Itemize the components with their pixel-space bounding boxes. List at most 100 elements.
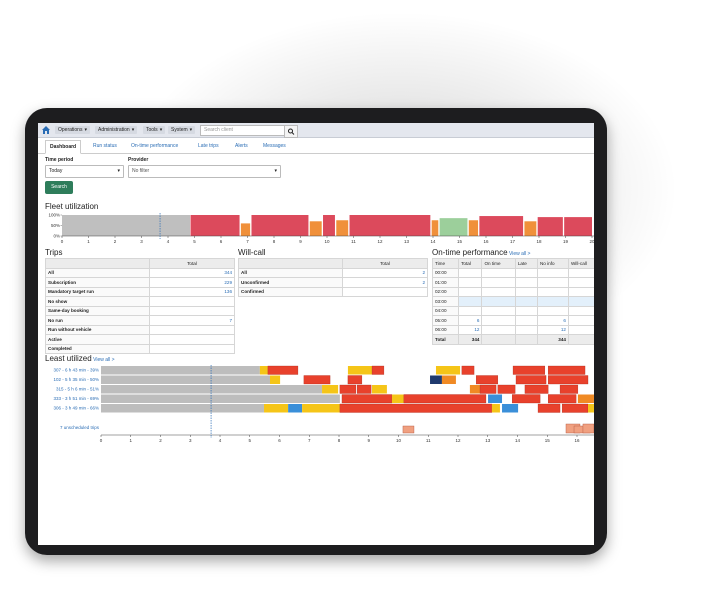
nav-item[interactable]: Administration ▾ <box>95 126 138 134</box>
utilization-bar <box>468 220 479 236</box>
table-row: All 344 <box>45 267 236 278</box>
fleet-title: Fleet utilization <box>45 202 99 211</box>
tab[interactable]: On-time performance <box>131 143 179 149</box>
utilization-bar <box>190 215 240 236</box>
x-tick-label: 5 <box>193 239 196 244</box>
trip-block <box>491 404 500 413</box>
nav-item[interactable]: Operations ▾ <box>55 126 90 134</box>
trip-block <box>267 365 299 375</box>
trip-block <box>356 384 372 394</box>
caret: ▾ <box>159 127 163 133</box>
header-cell: No info <box>536 258 569 269</box>
row-value: 229 <box>148 277 236 288</box>
unscheduled-link[interactable]: 7 unscheduled trips <box>60 425 100 430</box>
row-value: 136 <box>148 286 236 297</box>
unscheduled-trip <box>582 423 594 434</box>
utilization-bar <box>537 217 563 236</box>
otp-cell <box>567 277 594 288</box>
table-row: Confirmed <box>238 286 429 297</box>
utilization-bar <box>431 220 439 236</box>
otp-cell <box>567 296 594 307</box>
otp-cell: 2 <box>567 334 594 345</box>
screen: Search client Operations ▾ Administration ▾… <box>38 123 594 545</box>
caret: ▾ <box>131 127 135 133</box>
otp-link[interactable]: View all > <box>508 251 531 257</box>
search-input[interactable]: Search client <box>200 125 287 136</box>
row-label: All <box>45 267 150 278</box>
otp-cell: 05:00 <box>431 315 460 326</box>
row-label: Same-day booking <box>45 305 150 316</box>
tab[interactable]: Late trips <box>198 143 219 149</box>
trip-block <box>479 384 497 394</box>
header-cell: Time <box>431 258 460 269</box>
nav-item[interactable]: Tools ▾ <box>143 126 166 134</box>
trip-block <box>475 375 499 385</box>
caret: ▾ <box>84 127 87 133</box>
nav-item[interactable]: System ▾ <box>168 126 196 134</box>
x-tick-label: 18 <box>536 239 542 244</box>
run-link[interactable]: 306 - 3 h 49 min - 66% <box>53 406 99 411</box>
tab[interactable]: Dashboard <box>45 140 82 154</box>
data-table: Total All 2 Unconfirmed 2 Confirmed <box>238 258 429 297</box>
x-tick-label: 0 <box>100 438 103 443</box>
utilization-bar <box>439 218 468 236</box>
otp-cell <box>458 286 483 297</box>
home-icon[interactable] <box>42 126 50 134</box>
row-label: Confirmed <box>238 286 343 297</box>
x-tick-label: 4 <box>167 239 170 244</box>
x-tick-label: 2 <box>159 438 162 443</box>
x-tick-label: 5 <box>248 438 251 443</box>
otp-cell <box>514 315 538 326</box>
row-value: 344 <box>148 267 236 278</box>
otp-title: On-time performance <box>432 248 508 257</box>
search-button[interactable] <box>284 125 298 138</box>
otp-cell <box>481 267 516 278</box>
trip-block <box>512 365 546 375</box>
least-chart: 307 - 6 h 43 min - 39% 102 - 5 h 35 min -… <box>53 365 594 443</box>
otp-cell <box>458 267 483 278</box>
tab[interactable]: Messages <box>263 143 286 149</box>
header-cell <box>45 258 150 269</box>
run-link[interactable]: 307 - 6 h 43 min - 39% <box>53 368 99 373</box>
run-link[interactable]: 315 - 5 h 6 min - 51% <box>56 387 99 392</box>
time-period-select[interactable]: Today ▾ <box>45 165 124 178</box>
row-value <box>148 296 236 307</box>
row-label: Subscription <box>45 277 150 288</box>
trip-block <box>101 375 270 384</box>
otp-cell <box>567 315 594 326</box>
utilization-bar <box>323 215 335 236</box>
table-row: No show <box>45 296 236 307</box>
otp-cell <box>567 305 594 316</box>
least-heading: Least utilized View all > <box>45 354 115 363</box>
row-label: Active <box>45 334 150 345</box>
otp-row: 04:00 <box>431 305 594 316</box>
otp-cell: 6 <box>458 315 483 326</box>
trip-block <box>372 385 387 394</box>
provider-select[interactable]: No filter ▾ <box>128 165 281 178</box>
x-tick-label: 3 <box>140 239 143 244</box>
row-value: 7 <box>148 315 236 326</box>
search-submit[interactable]: Search <box>45 181 73 194</box>
otp-row: 02:00 <box>431 286 594 297</box>
otp-cell: Total <box>431 334 460 345</box>
run-link[interactable]: 333 - 3 h 51 min - 69% <box>53 396 99 401</box>
least-title: Least utilized <box>45 354 92 363</box>
trip-block <box>461 365 475 375</box>
table-row: Unconfirmed 2 <box>238 277 429 288</box>
trip-block <box>288 404 303 413</box>
otp-row: Total3443442 <box>431 334 594 345</box>
header-cell <box>238 258 343 269</box>
run-link[interactable]: 102 - 5 h 35 min - 50% <box>53 377 99 382</box>
tab[interactable]: Alerts <box>235 143 248 149</box>
least-link[interactable]: View all > <box>93 357 115 363</box>
utilization-bar <box>251 215 309 236</box>
header-row: Time Total On time Late No info Will-call <box>431 258 594 269</box>
otp-cell <box>481 286 516 297</box>
otp-cell: 04:00 <box>431 305 460 316</box>
trip-block <box>264 404 289 413</box>
nav-item-label: Operations <box>58 127 83 133</box>
trip-block <box>469 385 481 394</box>
trip-block <box>391 394 404 403</box>
tab[interactable]: Run status <box>93 143 117 149</box>
trip-block <box>269 375 281 384</box>
